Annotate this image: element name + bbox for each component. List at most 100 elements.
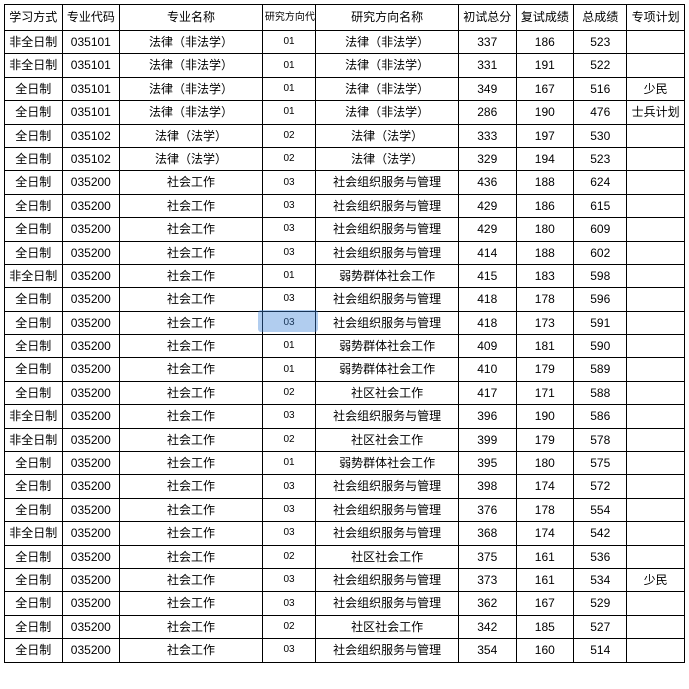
table-cell: 全日制	[5, 545, 63, 568]
table-cell: 375	[459, 545, 517, 568]
table-cell: 社会组织服务与管理	[316, 568, 459, 591]
table-cell: 035200	[62, 171, 120, 194]
table-row: 全日制035200社会工作03社会组织服务与管理414188602	[5, 241, 685, 264]
table-cell	[627, 498, 685, 521]
table-cell: 社会工作	[120, 522, 263, 545]
table-cell: 399	[459, 428, 517, 451]
table-cell: 社会组织服务与管理	[316, 171, 459, 194]
table-cell: 596	[574, 288, 627, 311]
table-cell: 536	[574, 545, 627, 568]
table-cell: 法律（非法学）	[316, 54, 459, 77]
table-cell: 全日制	[5, 288, 63, 311]
table-cell: 法律（非法学）	[120, 54, 263, 77]
table-cell: 社会组织服务与管理	[316, 475, 459, 498]
table-cell: 514	[574, 639, 627, 662]
table-cell	[627, 288, 685, 311]
table-cell: 167	[516, 77, 574, 100]
table-cell: 03	[262, 241, 315, 264]
table-cell: 社会组织服务与管理	[316, 639, 459, 662]
table-cell: 全日制	[5, 147, 63, 170]
table-cell: 02	[262, 147, 315, 170]
table-row: 非全日制035101法律（非法学）01法律（非法学）331191522	[5, 54, 685, 77]
table-cell: 035200	[62, 615, 120, 638]
table-cell: 社会工作	[120, 545, 263, 568]
table-row: 全日制035200社会工作03社会组织服务与管理376178554	[5, 498, 685, 521]
table-row: 全日制035101法律（非法学）01法律（非法学）349167516少民	[5, 77, 685, 100]
table-cell: 398	[459, 475, 517, 498]
table-cell: 035200	[62, 452, 120, 475]
table-cell: 183	[516, 264, 574, 287]
table-cell: 全日制	[5, 615, 63, 638]
table-cell: 社会工作	[120, 498, 263, 521]
table-cell: 035200	[62, 241, 120, 264]
table-cell: 03	[262, 171, 315, 194]
table-cell: 173	[516, 311, 574, 334]
table-cell: 社会组织服务与管理	[316, 405, 459, 428]
table-cell: 全日制	[5, 568, 63, 591]
table-cell: 035200	[62, 358, 120, 381]
table-cell: 士兵计划	[627, 101, 685, 124]
table-cell	[627, 54, 685, 77]
admissions-table: 学习方式专业代码专业名称研究方向代码研究方向名称初试总分复试成绩总成绩专项计划 …	[4, 4, 685, 663]
table-cell: 542	[574, 522, 627, 545]
header-cell: 专业名称	[120, 5, 263, 31]
table-cell: 035200	[62, 381, 120, 404]
table-cell: 522	[574, 54, 627, 77]
table-cell: 035200	[62, 428, 120, 451]
header-cell: 总成绩	[574, 5, 627, 31]
table-cell: 035200	[62, 522, 120, 545]
table-cell: 社会组织服务与管理	[316, 498, 459, 521]
table-cell: 01	[262, 264, 315, 287]
table-cell: 180	[516, 452, 574, 475]
table-row: 全日制035200社会工作03社会组织服务与管理418173591	[5, 311, 685, 334]
table-cell: 社会工作	[120, 452, 263, 475]
table-cell	[627, 475, 685, 498]
table-cell: 非全日制	[5, 54, 63, 77]
table-cell: 429	[459, 218, 517, 241]
table-cell: 社会组织服务与管理	[316, 241, 459, 264]
table-cell: 社会工作	[120, 241, 263, 264]
table-cell: 035101	[62, 101, 120, 124]
table-cell: 02	[262, 545, 315, 568]
table-row: 全日制035200社会工作02社区社会工作417171588	[5, 381, 685, 404]
table-cell: 社会工作	[120, 475, 263, 498]
table-row: 全日制035200社会工作02社区社会工作375161536	[5, 545, 685, 568]
table-cell: 03	[262, 639, 315, 662]
table-cell: 191	[516, 54, 574, 77]
header-cell: 初试总分	[459, 5, 517, 31]
table-cell: 全日制	[5, 381, 63, 404]
table-cell: 035200	[62, 194, 120, 217]
table-cell: 534	[574, 568, 627, 591]
table-cell: 035200	[62, 264, 120, 287]
table-cell: 409	[459, 335, 517, 358]
table-row: 全日制035200社会工作03社会组织服务与管理429186615	[5, 194, 685, 217]
table-cell: 035101	[62, 54, 120, 77]
table-cell: 03	[262, 288, 315, 311]
table-cell: 03	[262, 475, 315, 498]
table-cell: 法律（法学）	[120, 124, 263, 147]
table-cell	[627, 124, 685, 147]
table-row: 非全日制035200社会工作01弱势群体社会工作415183598	[5, 264, 685, 287]
table-row: 全日制035200社会工作03社会组织服务与管理429180609	[5, 218, 685, 241]
table-cell: 法律（非法学）	[316, 31, 459, 54]
table-cell: 非全日制	[5, 428, 63, 451]
table-cell: 415	[459, 264, 517, 287]
table-cell: 社会工作	[120, 264, 263, 287]
table-cell: 法律（非法学）	[316, 77, 459, 100]
table-cell	[627, 639, 685, 662]
table-cell: 弱势群体社会工作	[316, 335, 459, 358]
table-cell: 社会工作	[120, 311, 263, 334]
table-cell: 01	[262, 358, 315, 381]
header-cell: 复试成绩	[516, 5, 574, 31]
table-cell: 全日制	[5, 639, 63, 662]
table-cell: 全日制	[5, 498, 63, 521]
table-cell: 188	[516, 241, 574, 264]
table-cell	[627, 31, 685, 54]
table-cell: 333	[459, 124, 517, 147]
table-cell: 286	[459, 101, 517, 124]
table-cell: 全日制	[5, 124, 63, 147]
table-cell: 180	[516, 218, 574, 241]
table-cell: 02	[262, 381, 315, 404]
table-row: 全日制035200社会工作03社会组织服务与管理398174572	[5, 475, 685, 498]
table-row: 全日制035200社会工作03社会组织服务与管理362167529	[5, 592, 685, 615]
